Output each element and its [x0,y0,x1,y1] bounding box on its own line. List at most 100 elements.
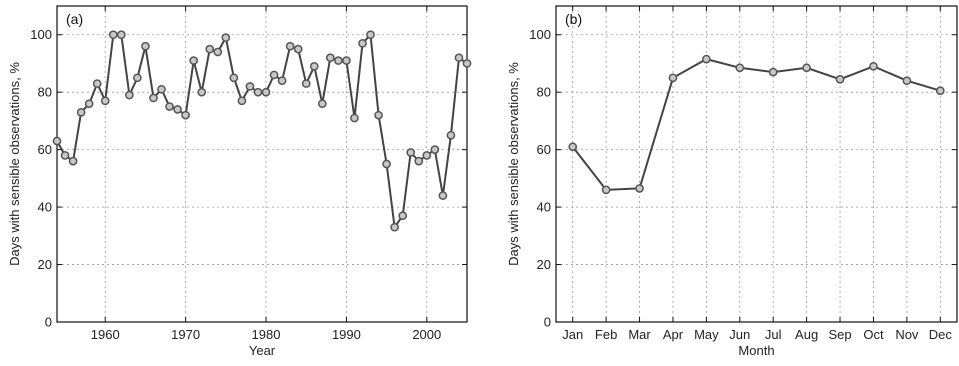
data-point [221,33,231,42]
x-tick-label: Jan [562,327,583,342]
y-tick-label: 40 [537,200,551,215]
data-point [374,110,383,120]
y-tick-label: 100 [30,27,52,42]
x-tick-label: Sep [828,327,851,342]
data-point [902,76,912,86]
y-tick-label: 80 [38,85,52,100]
x-tick-label: Feb [595,327,617,342]
data-point [293,44,303,54]
y-tick-label: 40 [38,200,52,215]
data-point [60,151,70,160]
data-point [406,148,416,157]
y-tick-label: 100 [529,27,551,42]
data-point [76,107,86,117]
y-tick-label: 60 [537,142,551,157]
data-point [197,87,207,97]
data-point [237,96,247,106]
data-point [261,87,271,97]
data-point [181,110,190,120]
data-point [350,113,359,123]
data-point [317,99,327,109]
y-axis-label: Days with sensible observations, % [506,62,521,266]
x-tick-label: Nov [895,327,919,342]
x-axis-label: Year [249,343,276,358]
series-line [571,58,941,191]
data-point [935,86,945,96]
y-tick-label: 20 [537,257,551,272]
data-point [601,185,611,195]
data-point [768,67,778,77]
plot-frame [56,5,468,323]
data-point [430,145,440,154]
y-axis-label: Days with sensible observations, % [7,62,22,266]
data-point [462,59,472,68]
data-point [108,30,118,40]
chart-panel-a: 0 20 40 60 80 100 1960 1970 1980 1990 2000 Year Days… [7,5,472,358]
data-point [635,184,644,193]
data-point [229,73,239,83]
data-point [382,159,391,169]
x-tick-label: Dec [929,327,953,342]
data-point [141,41,150,51]
data-point [245,82,255,91]
data-point [52,136,62,146]
data-point [358,38,367,48]
data-point [422,151,432,160]
data-point [568,142,578,152]
x-tick-label: 1990 [332,327,361,342]
data-point [213,47,223,57]
panel-label: (a) [66,11,83,27]
data-point [253,87,263,97]
data-point [334,56,343,65]
data-point [116,30,126,40]
y-tick-label: 0 [544,315,551,330]
x-tick-label: 1960 [91,327,120,342]
x-tick-label: May [694,327,719,342]
data-point [173,105,182,114]
data-point [309,61,319,71]
data-point [125,90,134,100]
y-tick-label: 0 [45,315,52,330]
y-tick-label: 60 [38,142,52,157]
y-tick-label: 80 [537,85,551,100]
data-point [702,54,711,64]
data-point [205,44,215,54]
data-point [414,156,424,166]
data-point [325,53,335,63]
data-point [277,76,287,86]
x-tick-label: Mar [628,327,651,342]
x-tick-label: Jul [765,327,782,342]
data-point [446,130,456,140]
data-point [84,99,94,109]
data-point [398,211,408,221]
y-tick-label: 20 [38,257,52,272]
data-point [366,30,375,40]
data-point [100,96,110,106]
data-point [269,70,279,80]
data-point [342,56,351,65]
data-point [802,63,811,73]
data-point [189,56,199,65]
x-axis-label: Month [738,343,774,358]
x-tick-label: Apr [663,327,684,342]
x-tick-label: Oct [863,327,884,342]
data-point [869,61,878,71]
data-point [68,156,78,166]
x-tick-label: 1970 [171,327,200,342]
panel-label: (b) [565,11,582,27]
data-point [454,53,464,63]
plot-frame [555,5,958,323]
data-point [301,79,311,88]
data-point [157,84,166,94]
data-point [149,93,158,103]
x-tick-label: 2000 [412,327,441,342]
data-point [735,63,745,73]
data-point [390,222,399,232]
data-point [92,79,102,88]
data-point [133,73,142,83]
data-point [835,74,845,84]
series-line [56,32,468,230]
data-point [668,73,678,83]
x-tick-label: Aug [795,327,818,342]
